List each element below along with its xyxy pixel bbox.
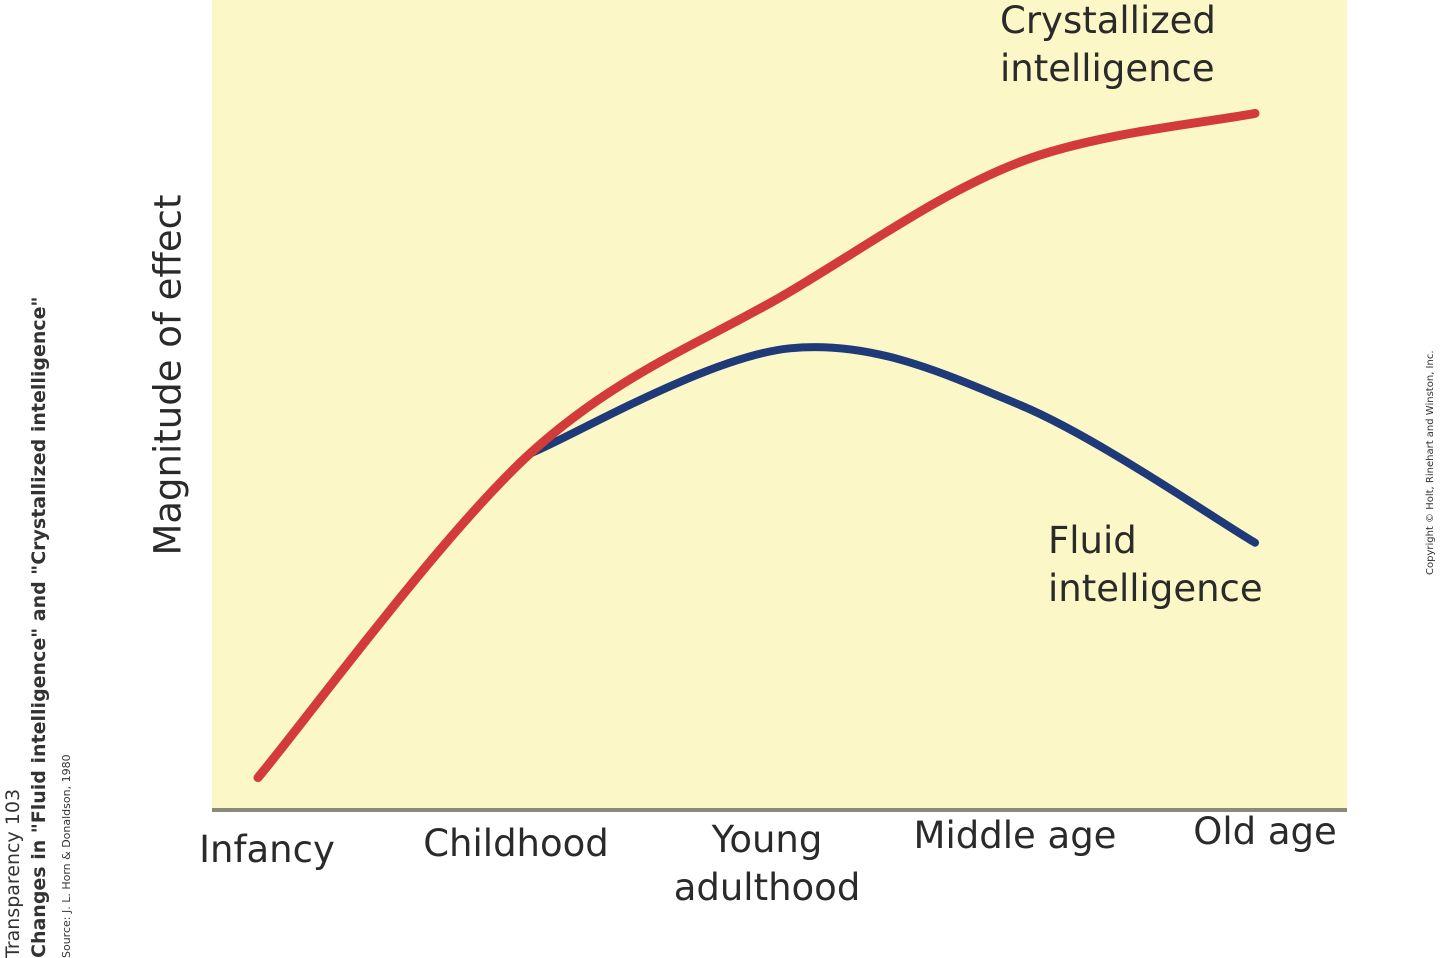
caption-line-1: Transparency 103	[2, 788, 24, 958]
x-tick-old-age: Old age	[1193, 810, 1337, 853]
x-tick-young-adulthood: Young adulthood	[673, 818, 861, 909]
fluid-line	[526, 343, 1259, 547]
copyright-text: Copyright © Holt, Rinehart and Winston, …	[1425, 350, 1436, 576]
plot-area	[212, 0, 1347, 810]
x-tick-childhood: Childhood	[423, 822, 609, 865]
x-tick-infancy: Infancy	[199, 828, 335, 871]
crystallized-line	[253, 108, 1260, 783]
caption-line-2: Changes in "Fluid intelligence" and "Cry…	[28, 296, 50, 958]
legend-fluid: Fluid intelligence	[1048, 519, 1263, 610]
caption-line-3: Source: J. L. Horn & Donaldson, 1980	[60, 754, 73, 958]
x-tick-middle-age: Middle age	[913, 814, 1117, 857]
y-axis-label: Magnitude of effect	[146, 194, 190, 556]
legend-crystallized: Crystallized intelligence	[1000, 0, 1216, 90]
